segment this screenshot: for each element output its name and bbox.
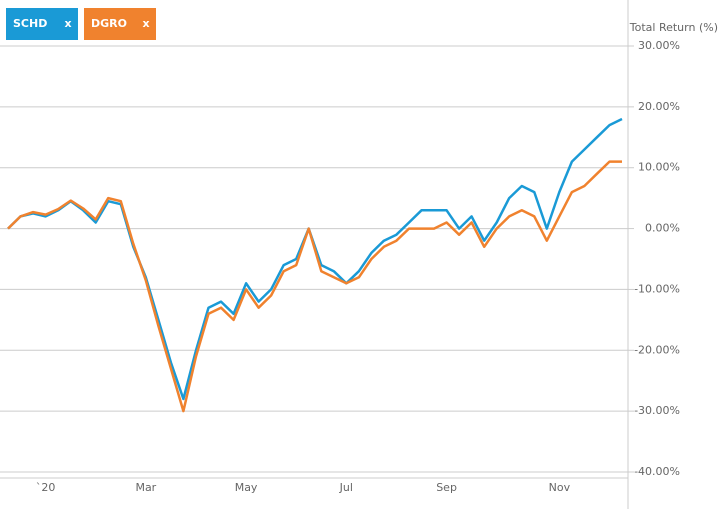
legend-swatch: [84, 8, 156, 40]
legend-close[interactable]: x: [142, 17, 149, 30]
y-tick-label: -10.00%: [634, 282, 680, 295]
legend-close[interactable]: x: [64, 17, 71, 30]
legend-button[interactable]: DGRO x: [84, 8, 156, 40]
x-tick-label: May: [235, 481, 258, 494]
y-tick-label: 20.00%: [638, 100, 680, 113]
y-tick-label: 0.00%: [645, 222, 680, 235]
x-tick-label: Nov: [549, 481, 571, 494]
y-tick-label: 10.00%: [638, 161, 680, 174]
y-tick-label: -40.00%: [634, 465, 680, 478]
series-line: [7, 160, 622, 413]
x-tick-label: Jul: [339, 481, 353, 494]
x-tick-label: Mar: [135, 481, 156, 494]
y-tick-label: -20.00%: [634, 343, 680, 356]
series-line: [7, 117, 623, 401]
x-tick-label: `20: [36, 481, 56, 494]
legend-swatch: [6, 8, 78, 40]
y-axis-label: Total Return (%): [629, 21, 718, 34]
legend-button[interactable]: SCHD x: [6, 8, 78, 40]
legend-label: DGRO: [91, 17, 127, 30]
y-tick-label: -30.00%: [634, 404, 680, 417]
x-tick-label: Sep: [436, 481, 457, 494]
legend-label: SCHD: [13, 17, 47, 30]
y-tick-label: 30.00%: [638, 39, 680, 52]
